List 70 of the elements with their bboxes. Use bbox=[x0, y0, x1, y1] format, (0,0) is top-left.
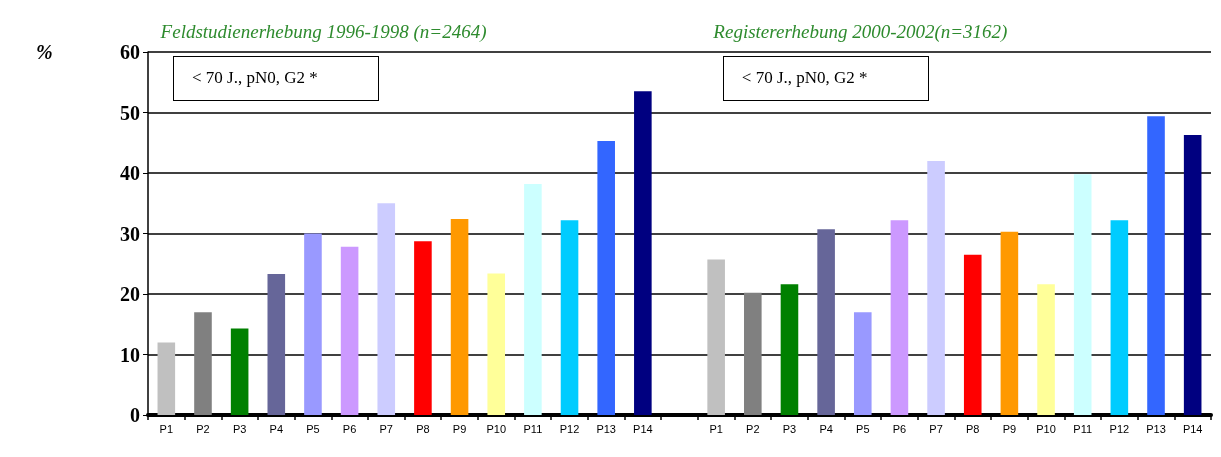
bar bbox=[597, 140, 615, 415]
bar bbox=[1110, 220, 1129, 415]
x-tick-label: P6 bbox=[892, 422, 907, 435]
y-tick-label: 60 bbox=[120, 41, 140, 63]
y-tick-label: 10 bbox=[120, 343, 140, 366]
x-tick-label: P13 bbox=[1146, 422, 1166, 435]
x-tick-label: P5 bbox=[856, 422, 870, 435]
x-tick-label: P2 bbox=[196, 422, 210, 435]
bar bbox=[1147, 116, 1165, 415]
annotation: < 70 J., pN0, G2 * bbox=[192, 68, 318, 87]
bar bbox=[414, 241, 432, 415]
x-tick-label: P1 bbox=[159, 422, 174, 435]
text: Feldstudienerhebung 1996-1998 (n=2464) bbox=[159, 21, 487, 43]
y-tick-label: 50 bbox=[120, 101, 140, 124]
y-tick-label: 20 bbox=[120, 283, 140, 305]
bar bbox=[963, 254, 982, 415]
bar bbox=[890, 220, 909, 415]
y-tick-label: 0 bbox=[130, 404, 140, 426]
bar bbox=[340, 246, 359, 415]
x-tick-label: P2 bbox=[746, 422, 760, 435]
bar bbox=[853, 312, 872, 415]
x-tick-label: P11 bbox=[523, 422, 543, 435]
bar bbox=[744, 292, 762, 415]
x-tick-label: P12 bbox=[559, 422, 580, 435]
text-box: < 70 J., pN0, G2 * bbox=[173, 56, 379, 101]
x-tick-label: P14 bbox=[633, 422, 653, 435]
x-tick-label: P6 bbox=[342, 422, 357, 435]
x-tick-label: P9 bbox=[1002, 422, 1017, 435]
x-tick-label: P4 bbox=[819, 422, 833, 435]
y-axis-title: % bbox=[36, 41, 53, 63]
bar bbox=[707, 259, 725, 415]
bar bbox=[377, 203, 396, 415]
bar bbox=[560, 220, 579, 415]
x-tick-label: P4 bbox=[269, 422, 284, 435]
x-tick-label: P8 bbox=[416, 422, 430, 435]
x-tick-label: P3 bbox=[232, 422, 247, 435]
bar bbox=[817, 229, 835, 415]
x-tick-label: P3 bbox=[782, 422, 797, 435]
bar bbox=[780, 284, 799, 415]
bar bbox=[1183, 134, 1202, 415]
y-tick-label: 40 bbox=[120, 162, 140, 184]
bar bbox=[1037, 284, 1055, 415]
x-tick-label: P10 bbox=[486, 422, 507, 435]
bar bbox=[304, 233, 322, 415]
x-tick-label: P7 bbox=[929, 422, 943, 435]
bar bbox=[1073, 174, 1092, 415]
text: Registererhebung 2000-2002(n=3162) bbox=[712, 21, 1008, 43]
x-tick-label: P10 bbox=[1036, 422, 1056, 435]
x-tick-label: P8 bbox=[966, 422, 980, 435]
x-tick-label: P11 bbox=[1073, 422, 1093, 435]
bar bbox=[194, 312, 212, 415]
y-tick-label: 30 bbox=[120, 222, 140, 245]
x-tick-label: P5 bbox=[306, 422, 320, 435]
bar bbox=[157, 342, 176, 415]
x-tick-label: P14 bbox=[1182, 422, 1203, 435]
bar bbox=[524, 183, 542, 415]
x-tick-label: P12 bbox=[1109, 422, 1130, 435]
bar bbox=[267, 274, 286, 415]
bar bbox=[634, 91, 652, 415]
text-box: < 70 J., pN0, G2 * bbox=[722, 56, 929, 101]
bar bbox=[230, 328, 249, 415]
x-tick-label: P1 bbox=[709, 422, 723, 435]
bar bbox=[487, 273, 506, 415]
bar bbox=[450, 218, 469, 415]
annotation: < 70 J., pN0, G2 * bbox=[741, 68, 868, 87]
x-tick-label: P7 bbox=[379, 422, 393, 435]
bar bbox=[927, 160, 945, 415]
bar bbox=[1000, 231, 1019, 415]
x-tick-label: P9 bbox=[452, 422, 467, 435]
x-tick-label: P13 bbox=[596, 422, 616, 435]
